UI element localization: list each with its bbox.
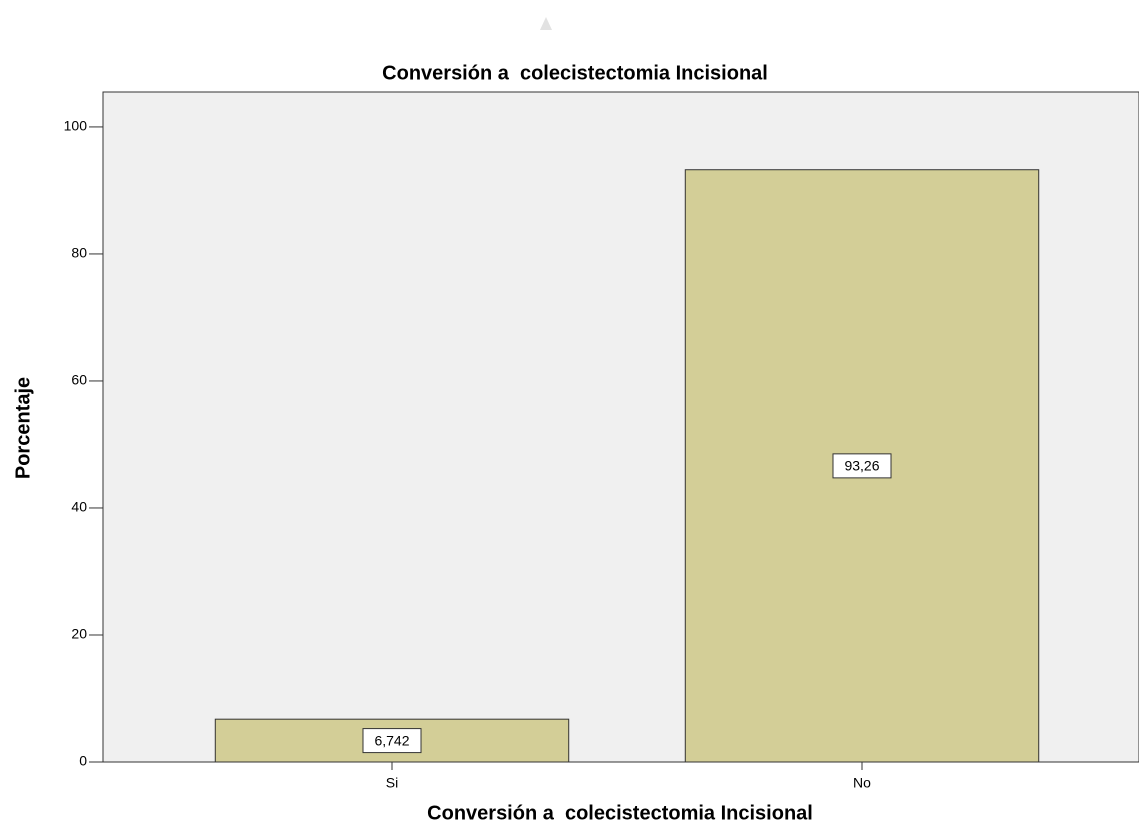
x-tick-label: No (853, 775, 871, 791)
x-tick-label: Si (386, 775, 398, 791)
y-tick-label: 20 (71, 626, 87, 642)
y-axis-label: Porcentaje (12, 377, 34, 479)
chart-title: Conversión a colecistectomia Incisional (382, 62, 768, 84)
scroll-arrow (540, 17, 552, 30)
value-label-box (362, 728, 422, 754)
y-tick-label: 0 (79, 753, 87, 769)
y-tick-label: 100 (64, 118, 88, 134)
value-label: 6,742 (374, 732, 409, 748)
y-tick-label: 80 (71, 245, 87, 261)
y-tick-label: 40 (71, 499, 87, 515)
x-axis-label: Conversión a colecistectomia Incisional (427, 802, 813, 824)
value-label: 93,26 (844, 458, 879, 474)
value-label-box (832, 453, 892, 479)
y-tick-label: 60 (71, 372, 87, 388)
